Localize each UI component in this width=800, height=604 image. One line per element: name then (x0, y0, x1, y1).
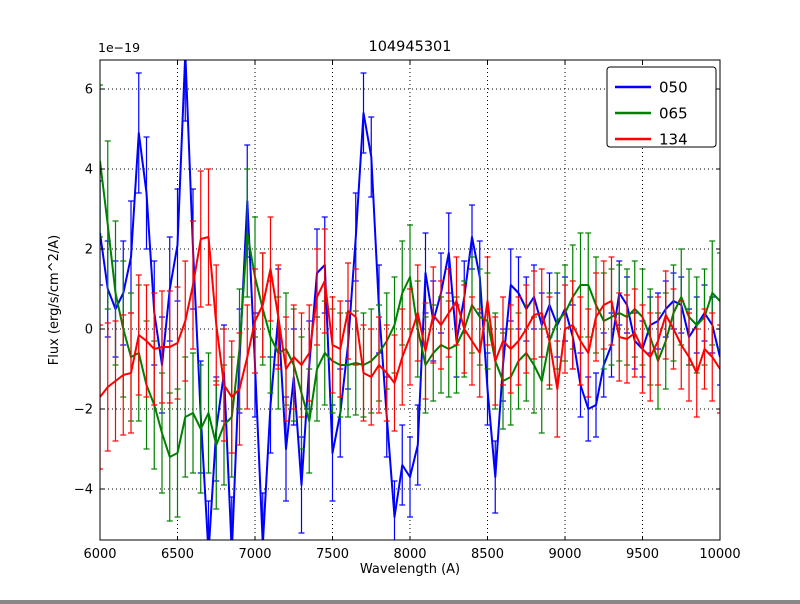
series-line-134 (100, 236, 720, 398)
y-axis-offset-text: 1e−19 (98, 40, 140, 55)
x-tick-label: 9500 (626, 547, 659, 562)
data-series (100, 60, 720, 540)
legend-entry-050: 050 (615, 79, 688, 97)
x-axis-label: Wavelength (A) (360, 562, 460, 577)
legend-label: 065 (659, 105, 688, 123)
series-line-050 (100, 60, 720, 540)
legend: 050 065 134 (606, 66, 717, 149)
x-tick-label: 10000 (699, 547, 740, 562)
y-tick-label: −4 (74, 483, 93, 498)
legend-label: 134 (659, 131, 688, 149)
x-tick-label: 7500 (316, 547, 349, 562)
x-tick-label: 9000 (548, 547, 581, 562)
axis-tick-labels: 6000 6500 7000 7500 8000 8500 9000 9500 10000 −4 −… (74, 83, 741, 563)
axis-ticks (99, 60, 721, 540)
y-tick-label: 2 (85, 243, 93, 258)
x-tick-label: 6500 (161, 547, 194, 562)
legend-entry-065: 065 (615, 105, 688, 123)
legend-label: 050 (659, 79, 688, 97)
y-tick-label: 6 (85, 83, 93, 98)
series-line-065 (100, 160, 720, 458)
y-tick-label: −2 (74, 403, 93, 418)
x-tick-label: 8000 (393, 547, 426, 562)
series-134 (100, 168, 720, 470)
x-tick-label: 7000 (238, 547, 271, 562)
legend-entry-134: 134 (615, 131, 688, 149)
y-tick-label: 0 (85, 323, 93, 338)
y-axis-label: Flux (erg/s/cm^2/A) (47, 235, 62, 365)
x-tick-label: 8500 (471, 547, 504, 562)
chart-title: 104945301 (368, 39, 451, 55)
y-tick-label: 4 (85, 163, 93, 178)
x-tick-label: 6000 (83, 547, 116, 562)
